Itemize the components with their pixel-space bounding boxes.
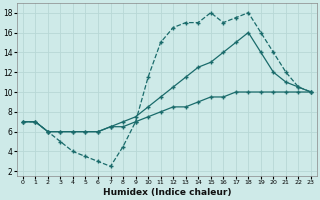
X-axis label: Humidex (Indice chaleur): Humidex (Indice chaleur) xyxy=(103,188,231,197)
